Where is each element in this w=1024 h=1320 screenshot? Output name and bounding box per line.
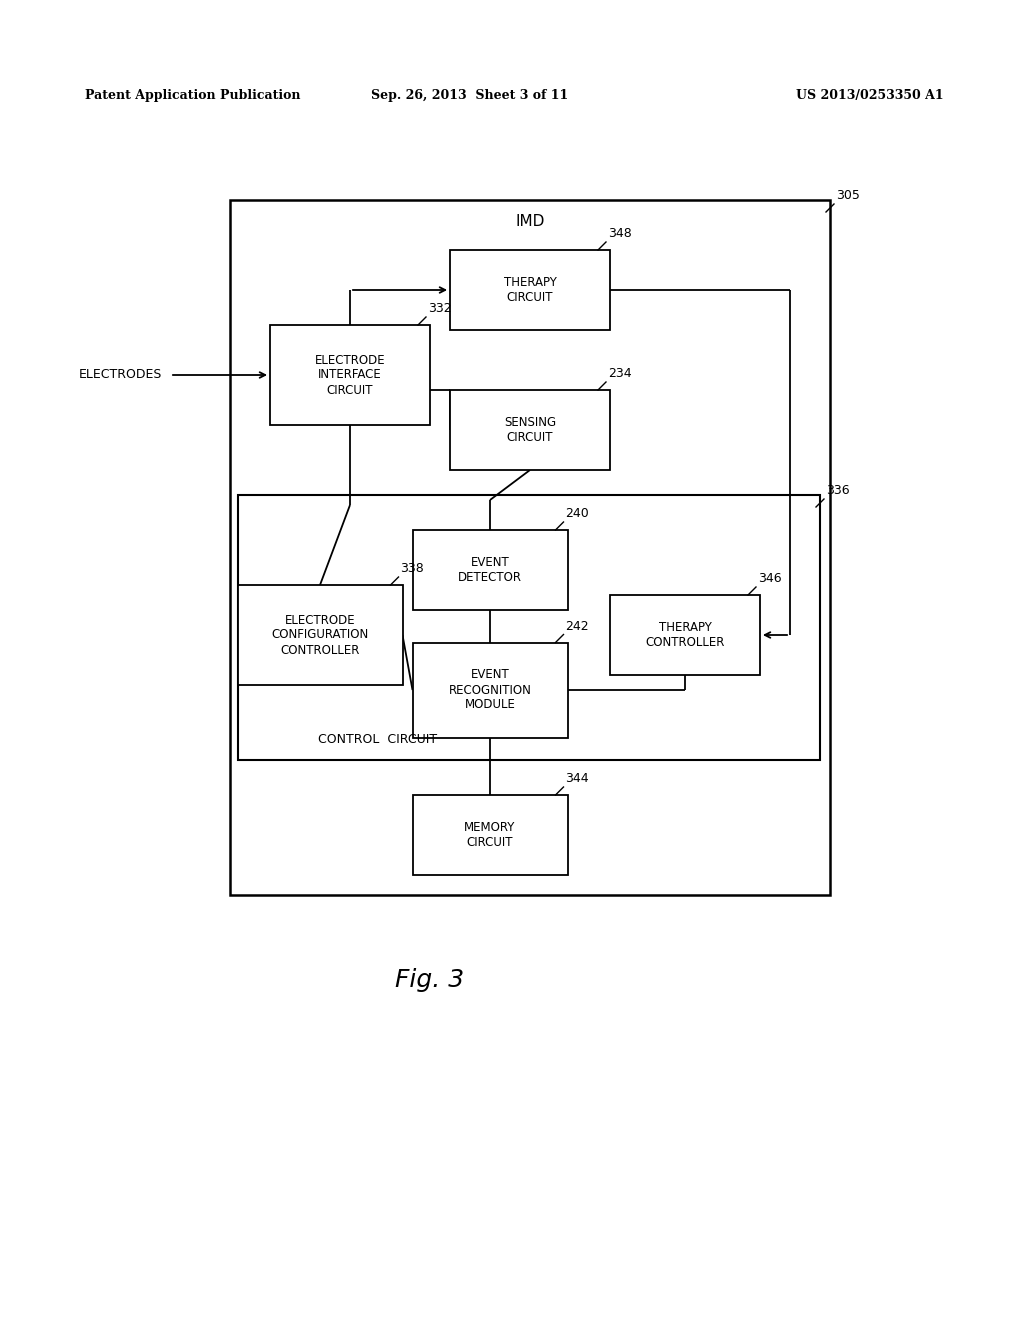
Text: 240: 240 <box>565 507 589 520</box>
Bar <box>413 795 567 875</box>
Text: SENSING
CIRCUIT: SENSING CIRCUIT <box>504 416 556 444</box>
Bar <box>270 325 430 425</box>
Text: THERAPY
CIRCUIT: THERAPY CIRCUIT <box>504 276 556 304</box>
Text: 305: 305 <box>836 189 860 202</box>
Text: Fig. 3: Fig. 3 <box>395 968 465 993</box>
Bar <box>413 531 567 610</box>
Text: Sep. 26, 2013  Sheet 3 of 11: Sep. 26, 2013 Sheet 3 of 11 <box>372 88 568 102</box>
Text: Patent Application Publication: Patent Application Publication <box>85 88 300 102</box>
Text: 234: 234 <box>608 367 632 380</box>
Text: 348: 348 <box>608 227 632 240</box>
Bar <box>238 495 820 760</box>
Bar <box>450 249 610 330</box>
Bar <box>413 643 567 738</box>
Text: 332: 332 <box>428 302 452 315</box>
Text: 346: 346 <box>758 572 781 585</box>
Text: THERAPY
CONTROLLER: THERAPY CONTROLLER <box>645 620 725 649</box>
Bar <box>230 201 830 895</box>
Text: EVENT
DETECTOR: EVENT DETECTOR <box>458 556 522 583</box>
Text: MEMORY
CIRCUIT: MEMORY CIRCUIT <box>464 821 516 849</box>
Text: ELECTRODES: ELECTRODES <box>78 368 162 381</box>
Text: 338: 338 <box>400 562 424 576</box>
Text: 344: 344 <box>565 772 589 785</box>
Text: 242: 242 <box>565 619 589 632</box>
Text: 336: 336 <box>826 484 850 498</box>
Text: CONTROL  CIRCUIT: CONTROL CIRCUIT <box>318 733 437 746</box>
Bar <box>610 595 760 675</box>
Bar <box>450 389 610 470</box>
Text: US 2013/0253350 A1: US 2013/0253350 A1 <box>797 88 944 102</box>
Text: IMD: IMD <box>515 214 545 230</box>
Text: EVENT
RECOGNITION
MODULE: EVENT RECOGNITION MODULE <box>449 668 531 711</box>
Text: ELECTRODE
INTERFACE
CIRCUIT: ELECTRODE INTERFACE CIRCUIT <box>314 354 385 396</box>
Text: ELECTRODE
CONFIGURATION
CONTROLLER: ELECTRODE CONFIGURATION CONTROLLER <box>271 614 369 656</box>
Bar <box>238 585 402 685</box>
